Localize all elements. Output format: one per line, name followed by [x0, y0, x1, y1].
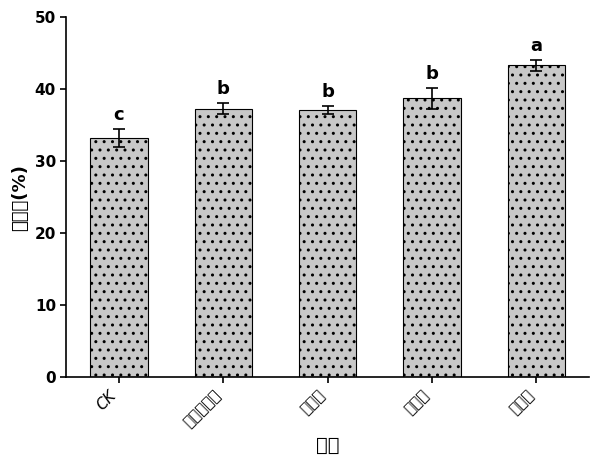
Bar [194, 109, 252, 377]
Text: b: b [321, 82, 334, 101]
X-axis label: 氮源: 氮源 [316, 436, 340, 455]
Text: a: a [530, 36, 542, 55]
Bar [299, 110, 356, 377]
Text: c: c [113, 106, 124, 124]
Y-axis label: 转化率(%): 转化率(%) [11, 164, 29, 231]
Bar [403, 98, 461, 377]
Bar [90, 138, 148, 377]
Text: b: b [217, 80, 230, 98]
Text: b: b [425, 65, 439, 82]
Bar [508, 65, 565, 377]
